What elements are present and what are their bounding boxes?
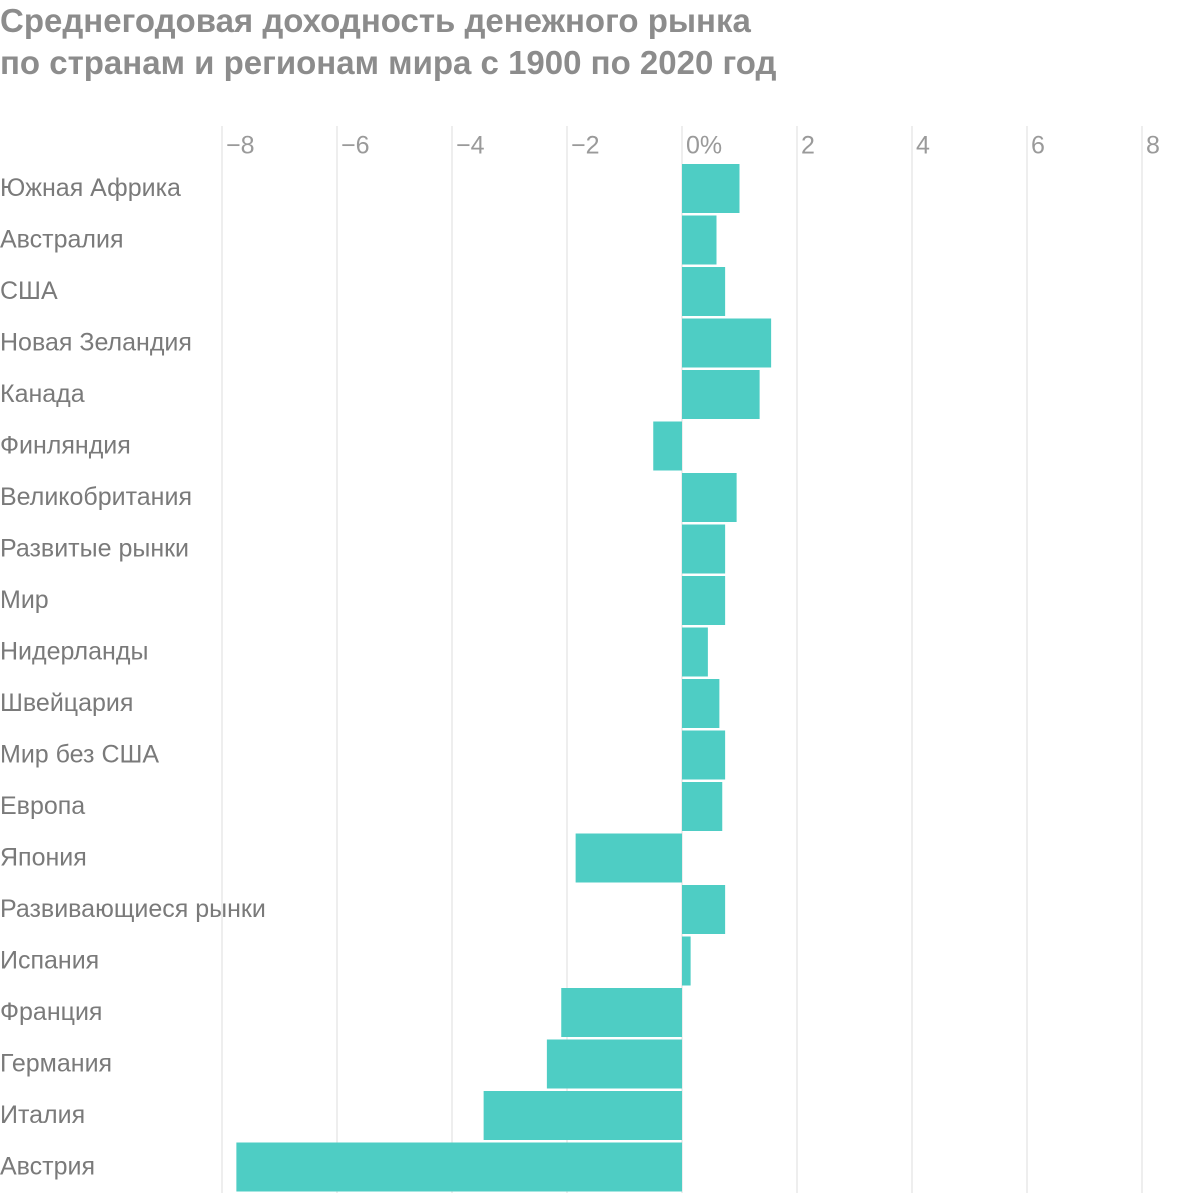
- bar: [682, 576, 726, 625]
- bar: [682, 267, 726, 316]
- bar: [682, 370, 760, 419]
- category-label: Нидерланды: [0, 638, 148, 666]
- category-label: Финляндия: [0, 432, 131, 460]
- category-labels: Южная Африка Австралия США Новая Зеландия Ка…: [0, 174, 266, 1181]
- bar: [682, 782, 723, 831]
- category-label: Европа: [0, 792, 85, 820]
- x-tick-label: −2: [571, 132, 600, 160]
- x-tick-label: 8: [1146, 132, 1160, 160]
- x-tick-label: 2: [801, 132, 815, 160]
- x-tick-label: 0%: [686, 132, 722, 160]
- bar: [653, 421, 682, 471]
- category-label: Германия: [0, 1050, 112, 1078]
- category-label: Япония: [0, 844, 87, 872]
- category-label: Великобритания: [0, 483, 192, 511]
- category-label: Канада: [0, 380, 85, 408]
- bar: [682, 936, 691, 986]
- bar: [682, 524, 726, 574]
- chart-title-line-1: Среднегодовая доходность денежного рынка: [0, 2, 751, 39]
- bar: [575, 833, 682, 883]
- category-label: Развивающиеся рынки: [0, 895, 266, 923]
- bar: [236, 1142, 682, 1192]
- x-tick-label: −8: [226, 132, 255, 160]
- category-label: Южная Африка: [0, 174, 181, 202]
- bar: [546, 1039, 682, 1089]
- category-label: Испания: [0, 947, 99, 975]
- x-tick-label: 4: [916, 132, 930, 160]
- category-label: Франция: [0, 998, 102, 1026]
- bar: [483, 1091, 682, 1140]
- category-label: США: [0, 277, 58, 305]
- category-label: Австралия: [0, 226, 124, 254]
- bar: [561, 988, 682, 1037]
- bar: [682, 164, 740, 213]
- category-label: Новая Зеландия: [0, 329, 192, 357]
- category-label: Мир: [0, 586, 49, 614]
- category-label: Италия: [0, 1101, 85, 1129]
- x-axis-tick-labels: −8 −6 −4 −2 0% 2 4 6 8: [226, 132, 1160, 160]
- category-label: Мир без США: [0, 741, 159, 769]
- x-tick-label: −6: [341, 132, 370, 160]
- bar: [682, 885, 726, 934]
- chart-title-line-2: по странам и регионам мира с 1900 по 202…: [0, 44, 777, 81]
- category-label: Развитые рынки: [0, 535, 189, 563]
- x-tick-label: 6: [1031, 132, 1045, 160]
- chart-title: Среднегодовая доходность денежного рынка…: [0, 0, 1180, 84]
- bar: [682, 215, 717, 265]
- bars: [236, 164, 772, 1192]
- bar: [682, 627, 708, 677]
- bar: [682, 318, 772, 368]
- bar: [682, 679, 720, 728]
- x-tick-label: −4: [456, 132, 485, 160]
- bar: [682, 730, 726, 780]
- bar: [682, 473, 737, 522]
- category-label: Швейцария: [0, 689, 133, 717]
- category-label: Австрия: [0, 1153, 95, 1181]
